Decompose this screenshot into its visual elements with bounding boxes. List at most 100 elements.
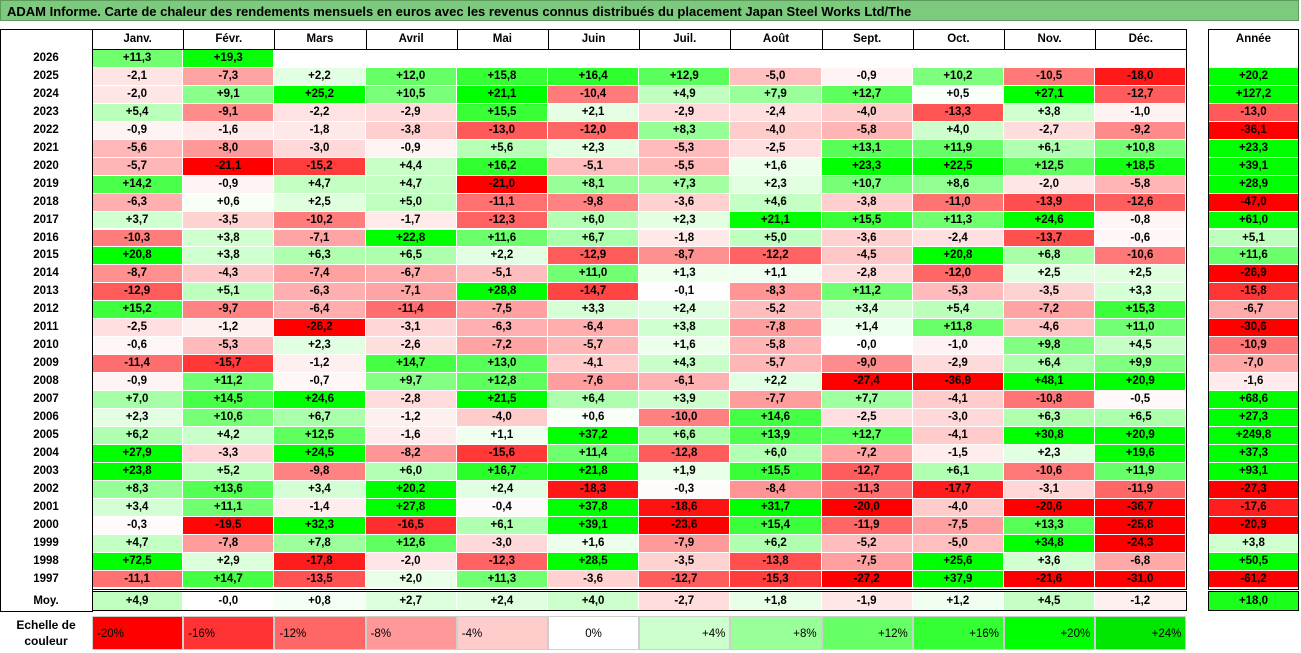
heatmap-cell: +15,3 [1095, 301, 1187, 320]
heatmap-cell: +4,3 [639, 355, 731, 374]
year-label: 2007 [33, 393, 59, 406]
heatmap-cell: +14,7 [183, 570, 275, 589]
heatmap-cell: +6,1 [912, 462, 1004, 481]
heatmap-cell: +12,9 [639, 67, 731, 86]
heatmap-cell: +4,5 [1095, 337, 1187, 356]
year-label: 2023 [33, 105, 59, 118]
heatmap-cell: -4,3 [183, 265, 275, 284]
heatmap-cell: +2,2 [274, 67, 366, 86]
annual-cell: -20,9 [1208, 516, 1299, 535]
heatmap-cell: -4,1 [548, 355, 640, 374]
heatmap-cell: +6,0 [365, 462, 457, 481]
heatmap-cell: -20,6 [1004, 498, 1096, 517]
year-label: 2001 [33, 500, 59, 513]
heatmap-cell: +5,6 [456, 139, 548, 158]
average-annual-cell: +18,0 [1208, 590, 1299, 611]
year-label: 2003 [33, 464, 59, 477]
heatmap-cell: +13,9 [730, 426, 822, 445]
heatmap-cell: -5,1 [456, 265, 548, 284]
scale-swatch: -4% [456, 616, 548, 650]
heatmap-cell: +14,6 [730, 409, 822, 427]
average-cell: +2,4 [456, 590, 548, 611]
heatmap-cell: +15,2 [92, 301, 184, 320]
heatmap-cell: -7,5 [456, 301, 548, 320]
heatmap-cell: -5,8 [730, 337, 822, 356]
heatmap-cell: +2,0 [365, 570, 457, 589]
heatmap-cell: +10,5 [365, 85, 457, 104]
year-label: 2006 [33, 411, 59, 423]
heatmap-cell: +11,2 [821, 283, 913, 302]
heatmap-cell: -14,7 [548, 283, 640, 302]
heatmap-cell: +6,3 [1004, 409, 1096, 427]
heatmap-cell: +6,6 [639, 426, 731, 445]
heatmap-cell [912, 50, 1004, 68]
heatmap-cell: -6,4 [548, 319, 640, 338]
heatmap-cell: +7,9 [730, 85, 822, 104]
heatmap-cell: +4,9 [639, 85, 731, 104]
heatmap-cell: -0,7 [274, 373, 366, 392]
heatmap-cell: -21,1 [183, 157, 275, 176]
heatmap-cell: -9,1 [183, 103, 275, 122]
heatmap-cell: +27,1 [1004, 85, 1096, 104]
heatmap-cell: +8,3 [639, 121, 731, 140]
heatmap-cell: +25,6 [912, 552, 1004, 571]
heatmap-cell: -2,4 [730, 103, 822, 122]
heatmap-cell: +2,3 [548, 139, 640, 158]
header-separator [456, 29, 458, 49]
heatmap-cell: +20,9 [1095, 373, 1187, 392]
heatmap-cell: -2,9 [639, 103, 731, 122]
heatmap-cell: +22,5 [912, 157, 1004, 176]
heatmap-cell: +6,0 [548, 211, 640, 230]
heatmap-cell: +11,0 [1095, 319, 1187, 338]
heatmap-cell: -4,1 [912, 391, 1004, 409]
year-label: 2014 [33, 267, 59, 280]
heatmap-cell: +20,2 [365, 480, 457, 499]
scale-label: couleur [24, 634, 68, 648]
heatmap-cell: -3,8 [821, 193, 913, 212]
heatmap-cell: +16,4 [548, 67, 640, 86]
heatmap-cell: -6,3 [456, 319, 548, 338]
heatmap-cell: -1,0 [912, 337, 1004, 356]
heatmap-cell: +21,5 [456, 391, 548, 409]
heatmap-cell: +6,2 [92, 426, 184, 445]
heatmap-cell: -11,3 [821, 480, 913, 499]
heatmap-cell: +72,5 [92, 552, 184, 571]
annual-cell [1208, 50, 1299, 68]
heatmap-cell: +24,6 [274, 391, 366, 409]
heatmap-cell: -15,3 [730, 570, 822, 589]
heatmap-cell: -1,8 [639, 229, 731, 248]
heatmap-cell: -15,7 [183, 355, 275, 374]
heatmap-cell: -7,9 [639, 534, 731, 553]
heatmap-cell: -5,6 [92, 139, 184, 158]
heatmap-cell: -27,2 [821, 570, 913, 589]
heatmap-cell: +27,8 [365, 498, 457, 517]
heatmap-cell: -2,5 [821, 409, 913, 427]
heatmap-cell: +10,2 [912, 67, 1004, 86]
heatmap-cell: -8,3 [730, 283, 822, 302]
heatmap-cell: -10,6 [1095, 247, 1187, 266]
heatmap-cell: -2,9 [365, 103, 457, 122]
heatmap-cell: -1,0 [1095, 103, 1187, 122]
heatmap-cell: +15,5 [730, 462, 822, 481]
heatmap-cell: -5,3 [183, 337, 275, 356]
annual-cell: -15,8 [1208, 283, 1299, 302]
heatmap-cell: +5,4 [912, 301, 1004, 320]
heatmap-cell: -0,3 [639, 480, 731, 499]
heatmap-cell: -15,6 [456, 444, 548, 463]
heatmap-cell [821, 50, 913, 68]
year-label: 2012 [33, 303, 59, 316]
annual-cell: +93,1 [1208, 462, 1299, 481]
month-header: Avril [398, 33, 424, 45]
heatmap-cell: +31,7 [730, 498, 822, 517]
heatmap-cell: +6,4 [548, 391, 640, 409]
heatmap-cell: -6,8 [1095, 552, 1187, 571]
heatmap-cell: +20,8 [912, 247, 1004, 266]
heatmap-cell: -19,5 [183, 516, 275, 535]
heatmap-cell [730, 50, 822, 68]
heatmap-cell: -6,3 [274, 283, 366, 302]
heatmap-cell: +25,2 [274, 85, 366, 104]
annual-cell: -17,6 [1208, 498, 1299, 517]
heatmap-cell: -2,0 [92, 85, 184, 104]
heatmap-cell: -8,7 [92, 265, 184, 284]
heatmap-cell: -2,7 [1004, 121, 1096, 140]
